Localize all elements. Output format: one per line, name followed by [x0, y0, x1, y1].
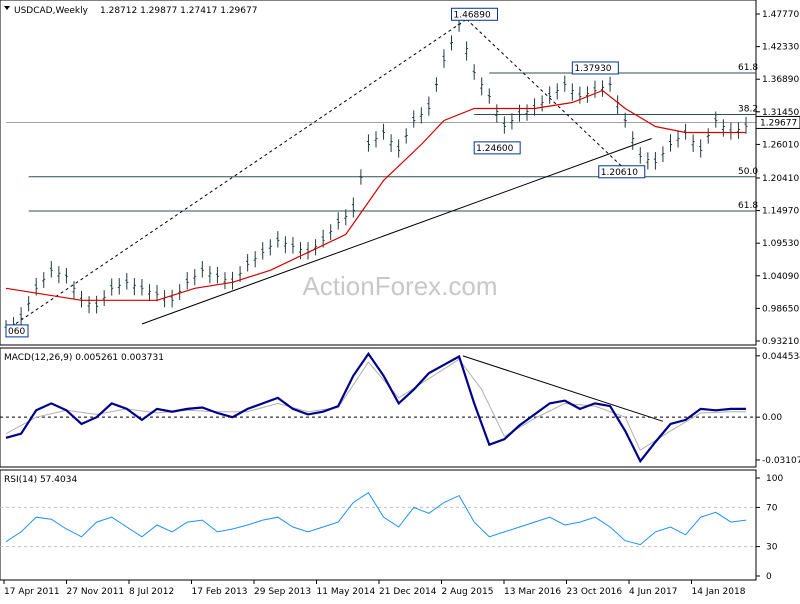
time-axis-label: 2 Aug 2015: [442, 587, 494, 597]
time-axis-label: 27 Nov 2011: [67, 587, 125, 597]
time-axis-label: 21 Dec 2014: [379, 587, 437, 597]
price-annotation-label: 060: [8, 327, 25, 337]
rsi-axis-label: 70: [766, 503, 778, 513]
time-axis-label: 8 Jul 2012: [129, 587, 174, 597]
price-axis-label: 1.20410: [762, 174, 799, 184]
rsi-axis-label: 0: [766, 572, 772, 582]
time-axis-label: 29 Sep 2013: [254, 587, 311, 597]
price-annotation-label: 1.37930: [574, 64, 611, 74]
time-axis-label: 14 Jan 2018: [692, 587, 746, 597]
time-axis-label: 13 Mar 2016: [504, 587, 561, 597]
price-axis-label: 1.36890: [762, 75, 799, 85]
price-axis-label: 1.09530: [762, 239, 799, 249]
rsi-axis-label: 30: [766, 543, 778, 553]
level-label: 38.2: [738, 105, 758, 115]
time-axis-label: 23 Oct 2016: [567, 587, 623, 597]
last-price-label: 1.29677: [760, 118, 797, 128]
price-axis-label: 1.14970: [762, 207, 799, 217]
watermark: ActionForex.com: [302, 271, 497, 301]
time-axis-label: 17 Feb 2013: [192, 587, 248, 597]
macd-title: MACD(12,26,9) 0.005261 0.003731: [4, 353, 164, 363]
level-label: 61.8: [738, 63, 758, 73]
price-axis-label: 0.98650: [762, 304, 799, 314]
macd-axis-label: 0.044534: [762, 352, 800, 362]
price-annotation-label: 1.46890: [454, 10, 491, 20]
price-axis-label: 1.04090: [762, 272, 799, 282]
price-annotation-label: 1.20610: [601, 168, 638, 178]
price-axis-label: 1.26010: [762, 140, 799, 150]
macd-axis-label: 0.00: [762, 413, 782, 423]
time-axis-label: 17 Apr 2011: [4, 587, 60, 597]
time-axis-label: 11 May 2014: [317, 587, 376, 597]
macd-axis-label: -0.031072: [762, 456, 800, 466]
price-title: USDCAD,Weekly: [14, 6, 89, 16]
time-axis-label: 4 Jun 2017: [629, 587, 677, 597]
price-axis-label: 1.47770: [762, 10, 799, 20]
level-label: 50.0: [738, 167, 758, 177]
rsi-title: RSI(14) 57.4034: [4, 475, 77, 485]
price-annotation-label: 1.24600: [476, 144, 513, 154]
level-label: 61.8: [738, 201, 758, 211]
rsi-axis-label: 100: [766, 474, 783, 484]
ohlc-readout: 1.28712 1.29877 1.27417 1.29677: [100, 6, 257, 16]
price-axis-label: 1.42330: [762, 43, 799, 53]
price-axis-label: 0.93210: [762, 337, 799, 347]
